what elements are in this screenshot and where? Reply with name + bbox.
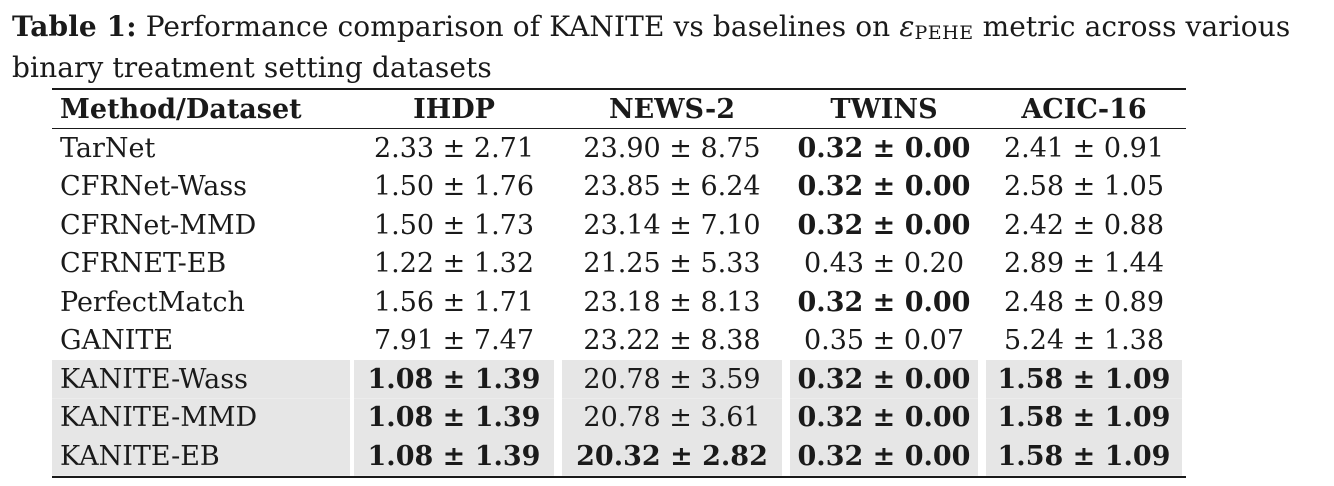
cell-news2: 23.14 ± 7.10 <box>583 209 761 241</box>
header-twins: TWINS <box>830 93 938 125</box>
cell-ihdp: 1.08 ± 1.39 <box>350 398 558 437</box>
cell-ihdp: 1.08 ± 1.39 <box>350 360 558 399</box>
cell-twins: 0.32 ± 0.00 <box>786 398 982 437</box>
cell-acic16: 1.58 ± 1.09 <box>982 398 1186 437</box>
cell-twins: 0.32 ± 0.00 <box>797 171 971 203</box>
cell-news2: 20.32 ± 2.82 <box>558 437 786 477</box>
table-row: KANITE-Wass 1.08 ± 1.39 20.78 ± 3.59 0.32 ±… <box>52 360 1186 399</box>
cell-acic16: 2.89 ± 1.44 <box>1003 248 1165 280</box>
cell-acic16: 1.58 ± 1.09 <box>982 437 1186 477</box>
row-method-name: GANITE <box>60 325 174 357</box>
cell-twins: 0.32 ± 0.00 <box>786 437 982 477</box>
header-acic16: ACIC-16 <box>1021 93 1147 125</box>
cell-twins: 0.35 ± 0.07 <box>803 325 965 357</box>
caption-text-after: metric across various binary treatment s… <box>12 10 1291 84</box>
cell-ihdp: 1.22 ± 1.32 <box>373 248 535 280</box>
cell-acic16: 2.48 ± 0.89 <box>1003 286 1165 318</box>
cell-ihdp: 1.56 ± 1.71 <box>373 286 535 318</box>
cell-news2: 23.90 ± 8.75 <box>583 132 761 164</box>
table-row: TarNet 2.33 ± 2.71 23.90 ± 8.75 0.32 ± 0.00… <box>52 129 1186 168</box>
cell-twins: 0.32 ± 0.00 <box>797 132 971 164</box>
table-row: CFRNet-MMD 1.50 ± 1.73 23.14 ± 7.10 0.32 ± … <box>52 206 1186 245</box>
row-method-name: KANITE-Wass <box>52 360 350 399</box>
cell-news2: 20.78 ± 3.59 <box>558 360 786 399</box>
cell-twins: 0.43 ± 0.20 <box>803 248 965 280</box>
row-method-name: CFRNet-MMD <box>60 209 257 241</box>
cell-news2: 23.18 ± 8.13 <box>583 286 761 318</box>
row-method-name: CFRNET-EB <box>60 248 227 280</box>
cell-acic16: 5.24 ± 1.38 <box>1003 325 1165 357</box>
caption-label: Table 1: <box>12 10 137 43</box>
row-method-name: TarNet <box>60 132 156 164</box>
cell-news2: 23.85 ± 6.24 <box>583 171 761 203</box>
cell-twins: 0.32 ± 0.00 <box>797 286 971 318</box>
cell-news2: 23.22 ± 8.38 <box>583 325 761 357</box>
row-method-name: PerfectMatch <box>60 286 245 318</box>
cell-ihdp: 1.08 ± 1.39 <box>350 437 558 477</box>
cell-ihdp: 7.91 ± 7.47 <box>373 325 535 357</box>
table-row: CFRNet-Wass 1.50 ± 1.76 23.85 ± 6.24 0.32 ±… <box>52 168 1186 207</box>
metric-subscript: PEHE <box>914 22 974 44</box>
header-news2: NEWS-2 <box>608 93 736 125</box>
cell-acic16: 2.41 ± 0.91 <box>1003 132 1165 164</box>
table-row: GANITE 7.91 ± 7.47 23.22 ± 8.38 0.35 ± 0.07… <box>52 322 1186 361</box>
row-method-name: CFRNet-Wass <box>60 171 248 203</box>
row-method-name: KANITE-EB <box>52 437 350 477</box>
metric-symbol: εPEHE <box>899 10 974 44</box>
cell-acic16: 2.58 ± 1.05 <box>1003 171 1165 203</box>
header-ihdp: IHDP <box>413 93 495 125</box>
cell-twins: 0.32 ± 0.00 <box>797 209 971 241</box>
cell-ihdp: 1.50 ± 1.73 <box>373 209 535 241</box>
metric-epsilon: ε <box>899 10 915 43</box>
table-row: KANITE-EB 1.08 ± 1.39 20.32 ± 2.82 0.32 ± 0… <box>52 437 1186 477</box>
results-table: Method/Dataset IHDP NEWS-2 TWINS ACIC-16… <box>52 88 1186 478</box>
row-method-name: KANITE-MMD <box>52 398 350 437</box>
cell-ihdp: 2.33 ± 2.71 <box>373 132 535 164</box>
caption-text-before: Performance comparison of KANITE vs base… <box>145 10 891 43</box>
header-method: Method/Dataset <box>60 93 302 125</box>
results-table-container: Method/Dataset IHDP NEWS-2 TWINS ACIC-16… <box>52 88 1186 478</box>
cell-twins: 0.32 ± 0.00 <box>786 360 982 399</box>
cell-ihdp: 1.50 ± 1.76 <box>373 171 535 203</box>
table-row: PerfectMatch 1.56 ± 1.71 23.18 ± 8.13 0.32 … <box>52 283 1186 322</box>
table-caption: Table 1: Performance comparison of KANIT… <box>12 8 1322 87</box>
cell-news2: 21.25 ± 5.33 <box>583 248 761 280</box>
table-body: TarNet 2.33 ± 2.71 23.90 ± 8.75 0.32 ± 0.00… <box>52 129 1186 477</box>
table-row: CFRNET-EB 1.22 ± 1.32 21.25 ± 5.33 0.43 ± 0… <box>52 245 1186 284</box>
cell-news2: 20.78 ± 3.61 <box>558 398 786 437</box>
cell-acic16: 2.42 ± 0.88 <box>1003 209 1165 241</box>
table-header-row: Method/Dataset IHDP NEWS-2 TWINS ACIC-16 <box>52 89 1186 129</box>
table-row: KANITE-MMD 1.08 ± 1.39 20.78 ± 3.61 0.32 ± … <box>52 398 1186 437</box>
cell-acic16: 1.58 ± 1.09 <box>982 360 1186 399</box>
